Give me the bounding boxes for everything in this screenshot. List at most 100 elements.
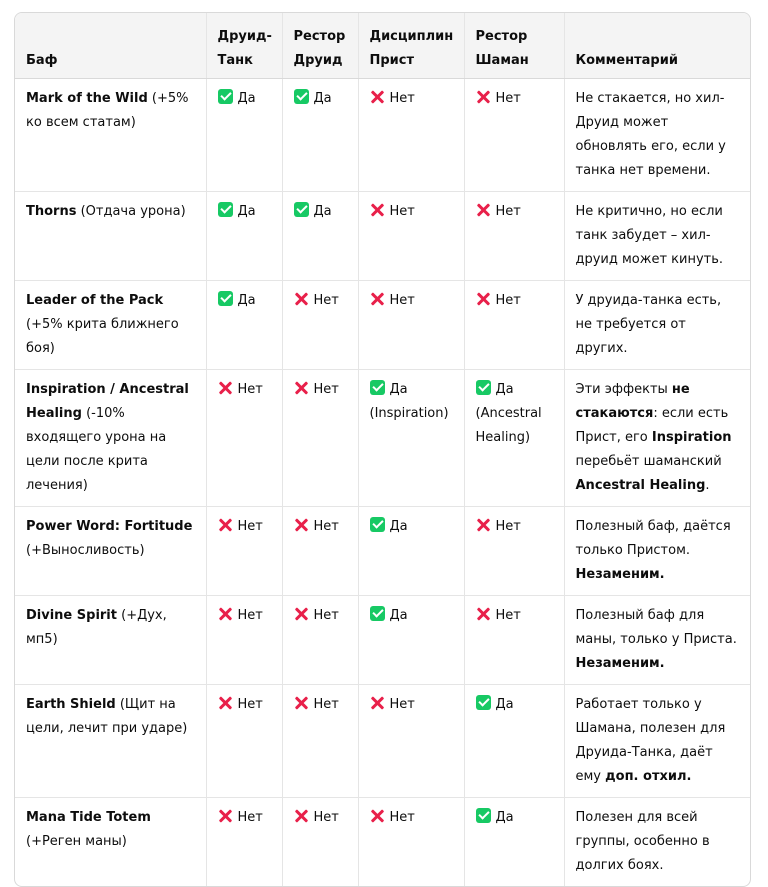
availability-text: Нет [313,382,339,397]
cell-resto-shaman: Нет [464,280,565,370]
red-cross-icon [218,380,233,395]
cell-resto-druid: Нет [282,684,359,798]
buff-cell: Leader of the Pack (+5% крита ближнего б… [15,280,207,370]
header-resto-druid: Рестор Друид [282,13,359,79]
availability-text: Да [389,608,408,623]
header-druid-tank: Друид-Танк [206,13,283,79]
comment-cell: У друида-танка есть, не требуется от дру… [564,280,750,370]
availability-text: Да [237,293,256,308]
availability-text: Нет [237,810,263,825]
green-check-icon [217,89,233,104]
availability-text: Да (Ancestral Healing) [475,382,542,445]
cell-resto-druid: Да [282,78,359,192]
red-cross-icon [476,606,491,621]
availability-text: Нет [313,608,339,623]
availability-text: Нет [495,91,521,106]
cell-resto-shaman: Нет [464,191,565,281]
cell-disc-priest: Да [358,595,465,685]
green-check-icon [369,606,385,621]
comment-cell: Не критично, но если танк забудет – хил-… [564,191,750,281]
cell-druid-tank: Нет [206,595,283,685]
red-cross-icon [218,695,233,710]
buff-cell: Inspiration / Ancestral Healing (-10% вх… [15,369,207,507]
header-buff: Баф [15,13,207,79]
header-disc-priest: Дисциплин Прист [358,13,465,79]
availability-text: Нет [389,697,415,712]
cell-disc-priest: Нет [358,684,465,798]
red-cross-icon [294,380,309,395]
table-row: Mana Tide Totem (+Реген маны) Нет Нет Нет Да… [15,797,750,886]
cell-resto-druid: Нет [282,369,359,507]
red-cross-icon [218,517,233,532]
cell-druid-tank: Да [206,191,283,281]
green-check-icon [293,202,309,217]
availability-text: Да [495,697,514,712]
availability-text: Да [313,91,332,106]
green-check-icon [475,695,491,710]
table-row: Inspiration / Ancestral Healing (-10% вх… [15,369,750,507]
green-check-icon [475,380,491,395]
comment-emphasis: Незаменим. [575,567,665,582]
cell-disc-priest: Нет [358,280,465,370]
red-cross-icon [370,291,385,306]
buff-cell: Mana Tide Totem (+Реген маны) [15,797,207,886]
green-check-icon [217,291,233,306]
table-row: Thorns (Отдача урона) Да Да Нет Нет Не критич… [15,191,750,281]
green-check-icon [475,808,491,823]
comment-text: . [705,478,710,493]
cell-druid-tank: Нет [206,684,283,798]
comment-emphasis: Inspiration [651,430,732,445]
comment-text: Не стакается, но хил-Друид может обновля… [575,91,726,178]
availability-text: Да [237,91,256,106]
cell-resto-druid: Да [282,191,359,281]
availability-text: Нет [389,91,415,106]
comment-text: Работает только у Шамана, полезен для Др… [575,697,726,784]
red-cross-icon [370,808,385,823]
buff-description: (+5% крита ближнего боя) [26,317,179,356]
cell-disc-priest: Нет [358,191,465,281]
red-cross-icon [476,291,491,306]
availability-text: Да (Inspiration) [369,382,449,421]
cell-resto-shaman: Нет [464,506,565,596]
buff-cell: Power Word: Fortitude (+Выносливость) [15,506,207,596]
table-row: Power Word: Fortitude (+Выносливость) Нет… [15,506,750,596]
comment-cell: Не стакается, но хил-Друид может обновля… [564,78,750,192]
red-cross-icon [218,606,233,621]
green-check-icon [369,380,385,395]
cell-resto-druid: Нет [282,506,359,596]
buff-name: Mark of the Wild [26,91,148,106]
availability-text: Да [313,204,332,219]
cell-disc-priest: Да [358,506,465,596]
green-check-icon [369,517,385,532]
cell-resto-druid: Нет [282,595,359,685]
header-resto-shaman: Рестор Шаман [464,13,565,79]
table-row: Leader of the Pack (+5% крита ближнего б… [15,280,750,370]
comment-cell: Работает только у Шамана, полезен для Др… [564,684,750,798]
buff-description: (+Дух, мп5) [26,608,167,647]
comment-text: Полезный баф для маны, только у Приста. [575,608,737,647]
cell-druid-tank: Да [206,280,283,370]
cell-disc-priest: Нет [358,797,465,886]
red-cross-icon [218,808,233,823]
availability-text: Нет [389,204,415,219]
buff-name: Power Word: Fortitude [26,519,193,534]
buff-description: (Отдача урона) [76,204,186,219]
availability-text: Нет [495,293,521,308]
buff-name: Inspiration / Ancestral Healing [26,382,189,421]
availability-text: Нет [313,697,339,712]
cell-disc-priest: Да (Inspiration) [358,369,465,507]
availability-text: Нет [237,519,263,534]
availability-text: Нет [389,810,415,825]
cell-druid-tank: Да [206,78,283,192]
red-cross-icon [294,291,309,306]
buff-description: (Щит на цели, лечит при ударе) [26,697,188,736]
availability-text: Нет [389,293,415,308]
buff-description: (+5% ко всем статам) [26,91,189,130]
buff-name: Divine Spirit [26,608,117,623]
red-cross-icon [294,695,309,710]
buff-name: Mana Tide Totem [26,810,151,825]
buff-cell: Thorns (Отдача урона) [15,191,207,281]
cell-resto-shaman: Нет [464,78,565,192]
availability-text: Да [237,204,256,219]
cell-druid-tank: Нет [206,506,283,596]
